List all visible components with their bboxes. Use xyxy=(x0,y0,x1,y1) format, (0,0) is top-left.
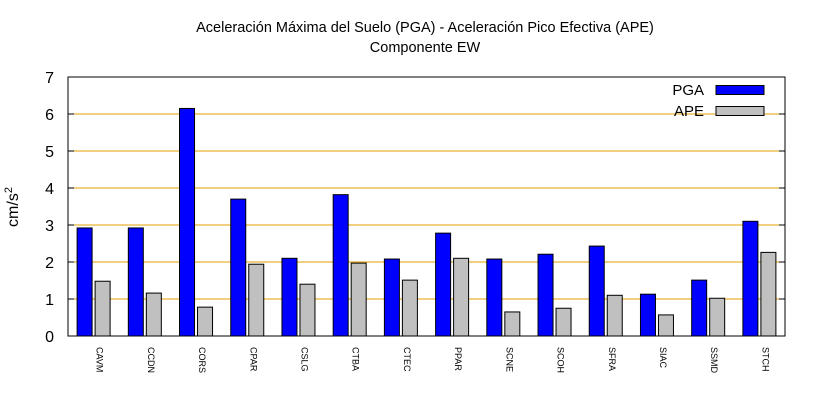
x-tick-label: CCDN xyxy=(146,347,156,373)
bar-ape-ctba xyxy=(350,262,367,337)
bar-pga-siac xyxy=(639,293,656,337)
y-tick-label: 5 xyxy=(45,144,54,161)
legend-swatch-pga xyxy=(715,85,765,95)
bar-ape-cors xyxy=(197,306,214,337)
bar-pga-ccdn xyxy=(127,227,144,337)
x-tick-label: SCNE xyxy=(504,347,514,372)
x-tick-label: PPAR xyxy=(453,347,463,371)
x-tick-label: CTBA xyxy=(351,347,361,371)
bars xyxy=(76,107,777,337)
plot-frame xyxy=(67,76,786,337)
bar-ape-cavm xyxy=(94,280,111,337)
legend-label-ape: APE xyxy=(674,103,704,120)
legend-swatch-ape xyxy=(715,106,765,116)
x-tick-label: SIAC xyxy=(658,347,668,369)
y-tick-label: 0 xyxy=(45,329,54,346)
y-tick-label: 3 xyxy=(45,218,54,235)
x-tick-label: CAVM xyxy=(95,347,105,372)
bar-pga-cors xyxy=(179,107,196,337)
bar-ape-sfra xyxy=(606,294,623,337)
x-tick-label: CSLG xyxy=(299,347,309,372)
x-tick-label: CPAR xyxy=(248,347,258,372)
x-tick-label: SCOH xyxy=(556,347,566,373)
y-axis-label-superscript: 2 xyxy=(3,187,15,193)
bar-ape-ssmd xyxy=(709,297,726,337)
legend-label-pga: PGA xyxy=(672,82,704,99)
bar-pga-scne xyxy=(486,258,503,337)
x-tick-label: CORS xyxy=(197,347,207,373)
x-axis-ticks: CAVM CCDN CORS CPAR CSLG CTBA CTEC PPAR SCNE SCOH… xyxy=(95,347,771,374)
bar-ape-stch xyxy=(760,251,777,337)
x-tick-label: CTEC xyxy=(402,347,412,372)
bar-pga-sfra xyxy=(588,245,605,337)
bar-pga-cpar xyxy=(230,198,247,337)
bar-ape-cslg xyxy=(299,283,316,337)
y-tick-label: 1 xyxy=(45,292,54,309)
bar-pga-cslg xyxy=(281,257,298,337)
bar-ape-siac xyxy=(657,314,674,337)
y-tick-label: 6 xyxy=(45,107,54,124)
bar-pga-ssmd xyxy=(691,279,708,337)
y-tick-label: 2 xyxy=(45,255,54,272)
x-tick-label: SSMD xyxy=(709,347,719,374)
y-tick-label: 7 xyxy=(45,70,54,87)
x-tick-label: STCH xyxy=(760,347,770,372)
bar-ape-ctec xyxy=(401,279,418,337)
bar-pga-stch xyxy=(742,220,759,337)
bar-pga-cavm xyxy=(76,227,93,337)
bar-pga-scoh xyxy=(537,253,554,337)
bar-ape-ccdn xyxy=(145,292,162,337)
legend: PGA APE xyxy=(672,82,765,120)
bar-ape-scoh xyxy=(555,307,572,337)
y-tick-label: 4 xyxy=(45,181,54,198)
chart-title: Aceleración Máxima del Suelo (PGA) - Ace… xyxy=(196,20,654,36)
bar-ape-scne xyxy=(504,311,521,337)
gridlines xyxy=(68,113,785,300)
y-axis-label: cm/s2 xyxy=(3,187,22,227)
bar-ape-ppar xyxy=(453,257,470,337)
bar-pga-ctba xyxy=(332,194,349,337)
chart-subtitle: Componente EW xyxy=(370,40,481,56)
bar-pga-ppar xyxy=(435,232,452,337)
bar-ape-cpar xyxy=(248,263,265,337)
bar-pga-ctec xyxy=(383,258,400,337)
x-tick-label: SFRA xyxy=(607,347,617,371)
